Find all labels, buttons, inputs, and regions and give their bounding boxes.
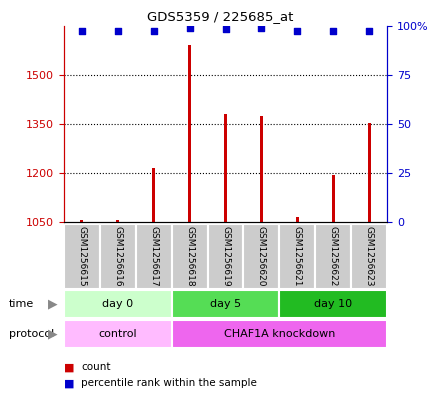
Bar	[64, 290, 172, 318]
Point	[78, 28, 85, 35]
Point	[222, 26, 229, 33]
Point	[366, 28, 373, 35]
Text: GSM1256622: GSM1256622	[329, 226, 338, 286]
Text: CHAF1A knockdown: CHAF1A knockdown	[224, 329, 335, 339]
Bar	[279, 290, 387, 318]
Text: GSM1256619: GSM1256619	[221, 226, 230, 287]
Point	[294, 28, 301, 35]
Text: protocol: protocol	[9, 329, 54, 339]
Bar	[64, 320, 172, 348]
Text: time: time	[9, 299, 34, 309]
Text: day 5: day 5	[210, 299, 241, 309]
Text: GSM1256617: GSM1256617	[149, 226, 158, 287]
Bar	[368, 123, 370, 222]
Bar	[279, 224, 315, 289]
Bar	[296, 217, 299, 222]
Bar	[81, 220, 83, 222]
Bar	[351, 224, 387, 289]
Text: GSM1256618: GSM1256618	[185, 226, 194, 287]
Text: ■: ■	[64, 378, 74, 388]
Bar	[332, 174, 335, 222]
Point	[150, 28, 157, 35]
Bar	[116, 220, 119, 222]
Text: ▶: ▶	[48, 298, 58, 311]
Bar	[152, 168, 155, 222]
Text: GSM1256615: GSM1256615	[77, 226, 86, 287]
Text: percentile rank within the sample: percentile rank within the sample	[81, 378, 257, 388]
Text: day 0: day 0	[102, 299, 133, 309]
Point	[186, 24, 193, 31]
Bar	[243, 224, 279, 289]
Bar	[100, 224, 136, 289]
Bar	[188, 45, 191, 222]
Bar	[260, 116, 263, 222]
Point	[258, 24, 265, 31]
Text: GSM1256620: GSM1256620	[257, 226, 266, 286]
Bar	[172, 224, 208, 289]
Bar	[172, 290, 279, 318]
Bar	[172, 320, 387, 348]
Bar	[224, 114, 227, 222]
Text: ▶: ▶	[48, 327, 58, 340]
Bar	[208, 224, 243, 289]
Point	[114, 28, 121, 35]
Text: GSM1256616: GSM1256616	[113, 226, 122, 287]
Bar	[136, 224, 172, 289]
Text: day 10: day 10	[314, 299, 352, 309]
Point	[330, 28, 337, 35]
Text: GSM1256621: GSM1256621	[293, 226, 302, 286]
Bar	[64, 224, 100, 289]
Text: control: control	[99, 329, 137, 339]
Text: ■: ■	[64, 362, 74, 373]
Text: count: count	[81, 362, 111, 373]
Bar	[315, 224, 351, 289]
Text: GDS5359 / 225685_at: GDS5359 / 225685_at	[147, 10, 293, 23]
Text: GSM1256623: GSM1256623	[365, 226, 374, 286]
